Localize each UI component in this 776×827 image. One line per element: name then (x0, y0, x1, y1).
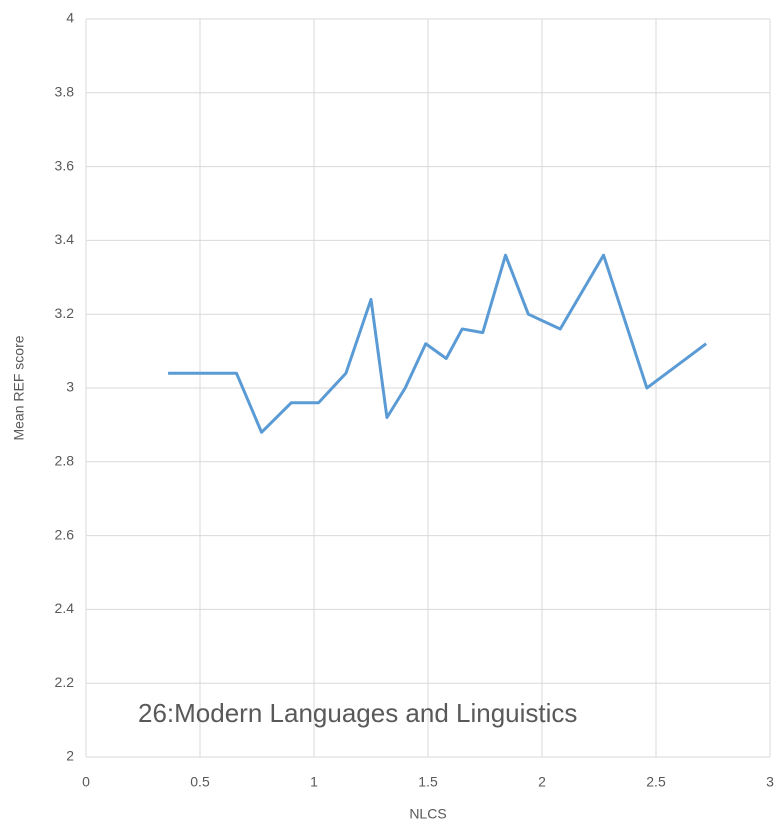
x-tick-label: 1.5 (418, 774, 438, 790)
x-tick-label: 2 (538, 774, 546, 790)
y-tick-label: 3.4 (55, 231, 75, 247)
y-tick-label: 4 (66, 10, 74, 26)
x-tick-label: 0.5 (190, 774, 210, 790)
y-tick-label: 2.8 (55, 453, 75, 469)
x-tick-label: 0 (82, 774, 90, 790)
x-axis-label: NLCS (409, 806, 446, 822)
x-tick-label: 3 (766, 774, 774, 790)
y-tick-label: 2.6 (55, 526, 75, 542)
data-line (168, 253, 708, 434)
y-tick-label: 3.2 (55, 305, 75, 321)
x-tick-label: 1 (310, 774, 318, 790)
y-axis-label: Mean REF score (11, 335, 27, 440)
y-tick-label: 3.8 (55, 84, 75, 100)
y-tick-label: 2 (66, 748, 74, 764)
x-tick-label: 2.5 (646, 774, 666, 790)
y-tick-label: 2.2 (55, 674, 75, 690)
y-tick-label: 2.4 (55, 600, 75, 616)
annotation: 26:Modern Languages and Linguistics (138, 698, 577, 728)
y-tick-label: 3.6 (55, 157, 75, 173)
y-tick-label: 3 (66, 379, 74, 395)
